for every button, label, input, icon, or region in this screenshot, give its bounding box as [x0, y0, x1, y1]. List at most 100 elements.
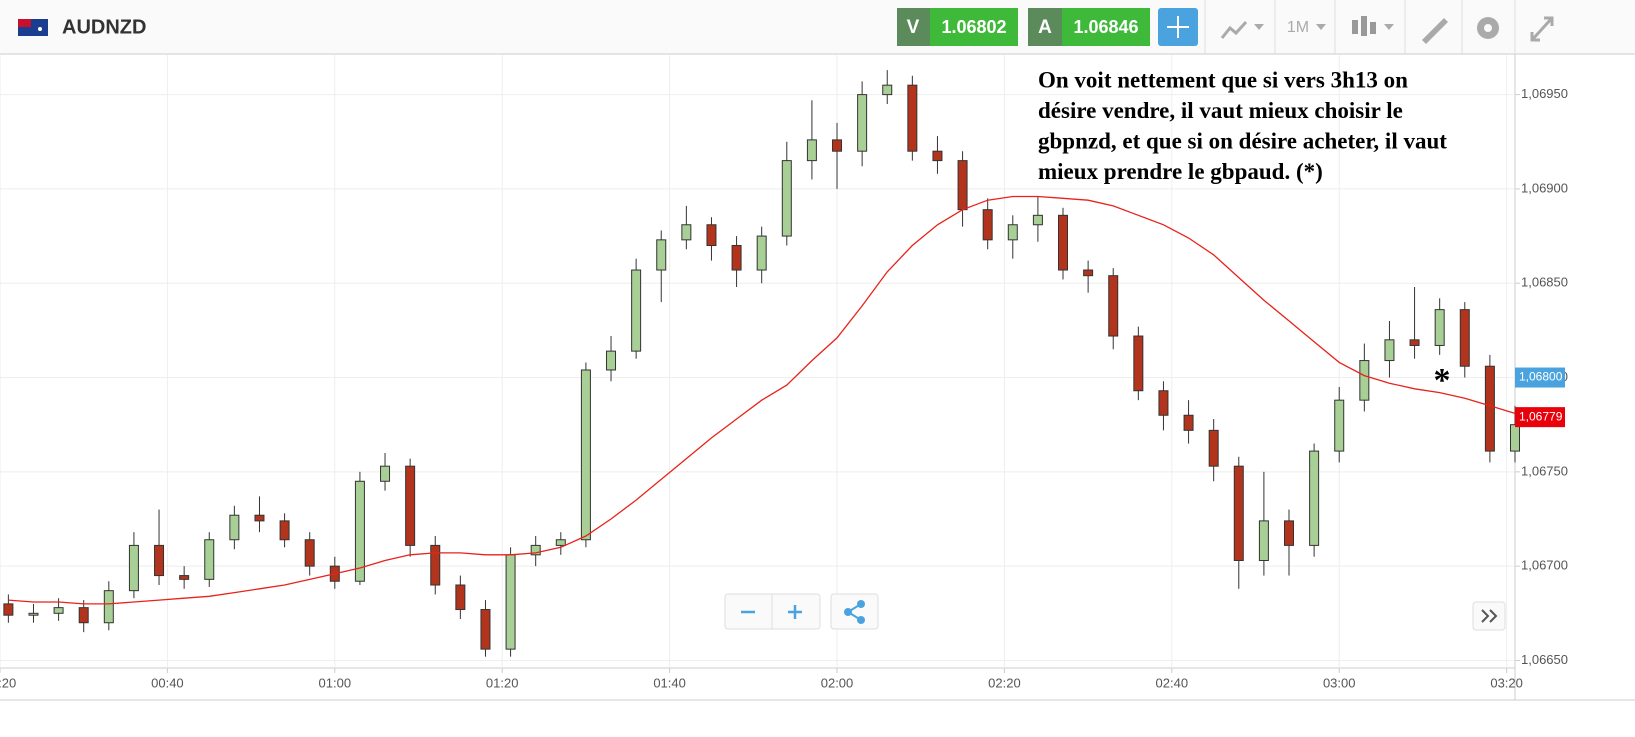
candle-body — [1409, 339, 1420, 346]
candle-body — [103, 590, 114, 624]
candle-body — [580, 369, 591, 541]
candle-body — [455, 584, 466, 611]
candle-body — [1359, 360, 1370, 401]
candle-body — [53, 607, 64, 614]
candle-body — [128, 544, 139, 592]
share-box[interactable] — [830, 593, 879, 630]
candle-body — [731, 245, 742, 271]
candle-body — [1183, 414, 1194, 431]
candle-body — [907, 84, 918, 152]
candle-body — [756, 235, 767, 271]
candle-body — [380, 465, 391, 482]
annotation-line: On voit nettement que si vers 3h13 on — [1038, 67, 1408, 92]
x-tick-label: 03:00 — [1323, 675, 1356, 690]
fullscreen-icon[interactable] — [1530, 16, 1554, 42]
candle-body — [781, 160, 792, 237]
candle-body — [932, 150, 943, 162]
candle-body — [1258, 520, 1269, 561]
sell-price: 1.06802 — [941, 17, 1006, 37]
moving-average — [8, 195, 1516, 605]
settings-icon-hole — [1484, 24, 1492, 32]
crosshair-icon — [1167, 16, 1189, 38]
annotation: On voit nettement que si vers 3h13 on dés… — [1038, 67, 1447, 184]
candles-icon[interactable] — [1352, 16, 1376, 36]
candle-body — [857, 94, 868, 152]
zoom-in[interactable] — [788, 605, 802, 619]
chart-type-icon[interactable] — [1220, 20, 1248, 39]
candle-body — [254, 514, 265, 522]
flag — [18, 19, 48, 36]
candle-body — [1007, 224, 1018, 241]
sell-button[interactable] — [897, 8, 930, 46]
candle-body — [279, 520, 290, 541]
candle-body — [1459, 309, 1470, 367]
price-tag-label: 1,06779 — [1519, 409, 1563, 423]
price-tag — [1515, 407, 1565, 428]
candle-body — [1108, 275, 1119, 337]
y-tick-label: 1,06750 — [1521, 463, 1568, 478]
x-tick-label: 01:00 — [319, 675, 352, 690]
dropdown — [1316, 24, 1326, 30]
candle-body — [982, 209, 993, 241]
candle-body — [806, 139, 817, 162]
candle-body — [204, 539, 215, 580]
candle-body — [1384, 339, 1395, 362]
sell-label: V — [907, 17, 920, 38]
annotation-line: désire vendre, il vaut mieux choisir le — [1038, 98, 1403, 123]
draw-icon[interactable] — [1422, 18, 1448, 44]
y-tick-label: 1,06850 — [1521, 275, 1568, 290]
x-tick-label: 02:40 — [1156, 675, 1189, 690]
dropdown — [1254, 24, 1264, 30]
share-icon — [844, 600, 865, 624]
candle-body — [229, 514, 240, 541]
candle-body — [1334, 399, 1345, 452]
scroll-icon — [1481, 609, 1498, 623]
x-tick-label: 02:00 — [821, 675, 854, 690]
sell-price-box[interactable] — [930, 8, 1018, 46]
price-tag — [1515, 367, 1565, 388]
candle-body — [1133, 335, 1144, 392]
candle-body — [555, 539, 566, 546]
x-tick-label: 00:20 — [0, 675, 16, 690]
candle-body — [1510, 424, 1520, 452]
buy-price-box[interactable] — [1062, 8, 1150, 46]
candle-body — [631, 269, 642, 352]
candle-body — [505, 554, 516, 650]
plot — [3, 70, 1520, 657]
y-tick-label: 1,06900 — [1521, 180, 1568, 195]
x-tick-label: 03:20 — [1490, 675, 1523, 690]
buy-label: A — [1038, 17, 1052, 38]
candle-body — [179, 575, 190, 580]
x-tick-label: 01:20 — [486, 675, 519, 690]
candle-body — [706, 224, 717, 247]
candle-body — [606, 350, 617, 371]
candle-body — [3, 603, 14, 616]
dropdown — [1384, 24, 1394, 30]
candle-body — [957, 160, 968, 211]
grid: 1,06650 1,06700 1,06750 1,06800 1,06850 1,069… — [0, 55, 1568, 690]
candle-body — [405, 465, 416, 546]
candle-body — [1309, 450, 1320, 546]
marker: * — [1434, 362, 1451, 399]
x-tick-label: 01:40 — [653, 675, 686, 690]
candle-body — [1208, 429, 1219, 467]
candle-body — [154, 544, 165, 577]
zoom-controls — [724, 593, 1506, 631]
price-tag-label: 1,06800 — [1519, 370, 1563, 384]
candle-body — [480, 609, 491, 650]
candle-body — [882, 84, 893, 96]
y-tick-label: 1,06950 — [1521, 86, 1568, 101]
candle-body — [1434, 309, 1445, 346]
candle-body — [1083, 269, 1094, 277]
y-tick-label: 1,06700 — [1521, 558, 1568, 573]
symbol: AUDNZD — [62, 16, 146, 38]
buy-button[interactable] — [1028, 8, 1062, 46]
candle-body — [304, 539, 315, 567]
timeframe[interactable]: 1M — [1287, 19, 1309, 36]
buy-price: 1.06846 — [1073, 17, 1138, 37]
candle-body — [1158, 390, 1169, 416]
x-tick-label: 02:20 — [988, 675, 1021, 690]
annotation-line: gbpnzd, et que si on désire acheter, il … — [1038, 128, 1447, 153]
candle-body — [1284, 520, 1295, 546]
candle-body — [832, 139, 843, 152]
